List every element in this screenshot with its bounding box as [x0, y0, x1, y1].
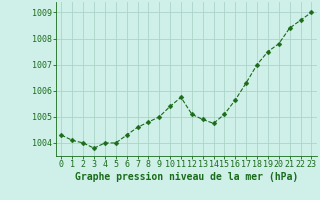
X-axis label: Graphe pression niveau de la mer (hPa): Graphe pression niveau de la mer (hPa): [75, 172, 298, 182]
